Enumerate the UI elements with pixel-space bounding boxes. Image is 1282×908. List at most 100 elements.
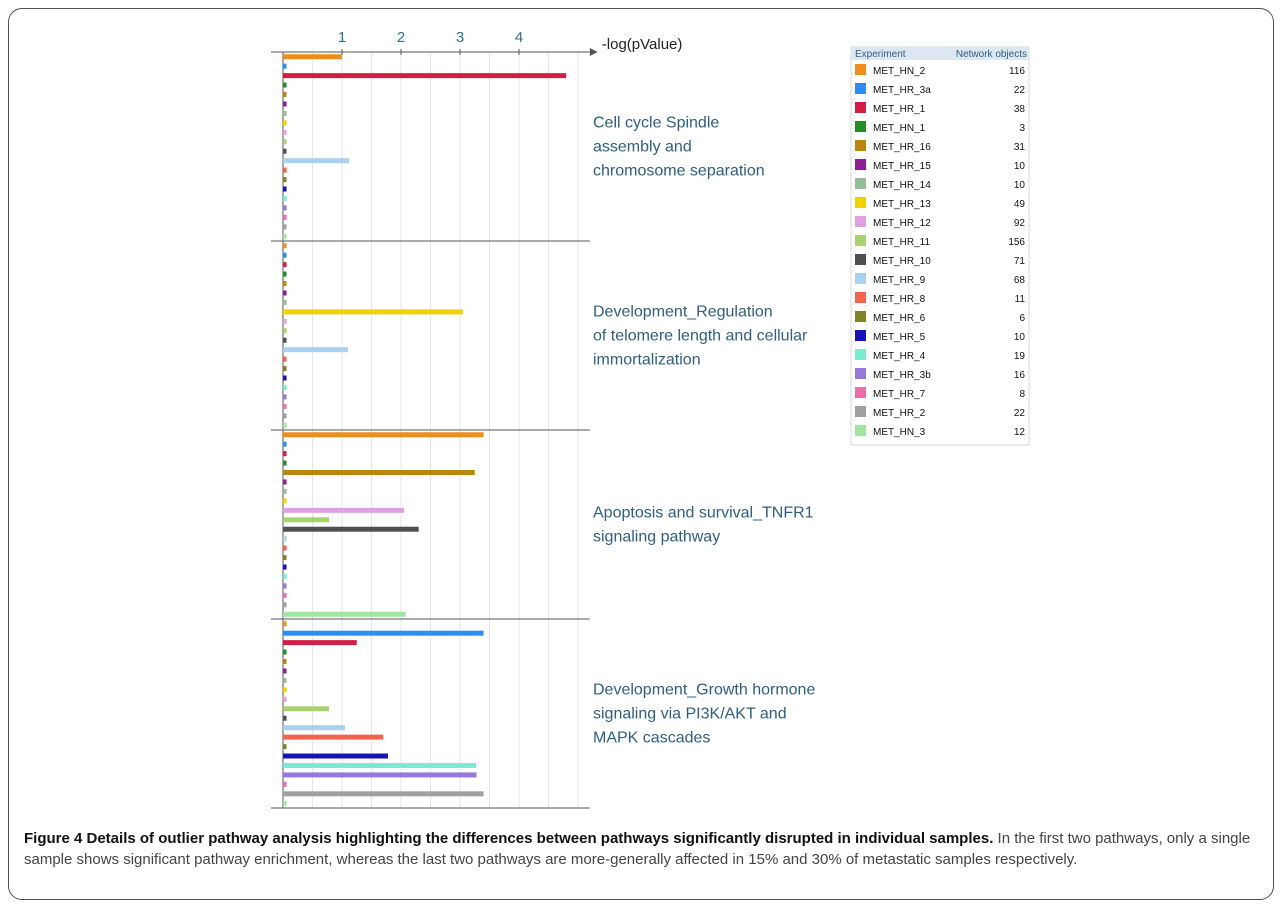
legend-name: MET_HR_13 <box>873 199 931 210</box>
pathway-label: Cell cycle Spindle assembly and chromosome… <box>593 115 765 180</box>
x-tick-label: 3 <box>456 29 464 46</box>
legend-name: MET_HR_3a <box>873 85 931 96</box>
bar <box>283 243 287 249</box>
pathway-label-line: of telomere length and cellular <box>593 328 808 345</box>
x-axis-label: -log(pValue) <box>602 36 683 53</box>
bar <box>283 630 484 636</box>
bar <box>283 92 287 98</box>
x-tick-label: 4 <box>515 29 523 46</box>
legend-header-bg <box>851 47 1029 60</box>
bar <box>283 573 287 579</box>
legend-name: MET_HR_3b <box>873 370 931 381</box>
bar <box>283 800 287 806</box>
bar <box>283 110 287 116</box>
bar <box>283 640 357 646</box>
legend-value: 38 <box>1014 104 1026 115</box>
pathway-label-line: Apoptosis and survival_TNFR1 <box>593 505 814 522</box>
legend-name: MET_HR_16 <box>873 142 931 153</box>
bar <box>283 536 287 542</box>
bar <box>283 564 287 570</box>
pathway-group: Apoptosis and survival_TNFR1 signaling pa… <box>271 429 814 617</box>
legend-name: MET_HN_2 <box>873 66 926 77</box>
figure-frame <box>8 8 1274 900</box>
legend-value: 22 <box>1014 408 1026 419</box>
bar <box>283 744 287 750</box>
legend-name: MET_HR_9 <box>873 275 926 286</box>
bar <box>283 384 287 390</box>
bar <box>283 545 287 551</box>
pathway-label-line: assembly and <box>593 139 692 156</box>
bar <box>283 158 350 164</box>
legend-value: 156 <box>1008 237 1025 248</box>
legend-header-experiment: Experiment <box>855 49 906 60</box>
legend-row: MET_HR_16 31 <box>855 140 1025 153</box>
x-tick-label: 1 <box>338 29 346 46</box>
legend-swatch <box>855 159 866 170</box>
bar <box>283 403 287 409</box>
bar <box>283 299 287 305</box>
legend-swatch <box>855 406 866 417</box>
bar <box>283 167 287 173</box>
bar <box>283 791 484 797</box>
bar <box>283 262 287 268</box>
legend-swatch <box>855 140 866 151</box>
legend-swatch <box>855 292 866 303</box>
bar <box>283 82 287 88</box>
bar <box>283 356 287 362</box>
legend-name: MET_HR_2 <box>873 408 926 419</box>
bar <box>283 668 287 674</box>
legend-value: 6 <box>1019 313 1025 324</box>
bar <box>283 309 463 315</box>
bar <box>283 507 404 513</box>
bar <box>283 139 287 145</box>
legend-value: 16 <box>1014 370 1026 381</box>
bar <box>283 498 287 504</box>
legend-header-network-objects: Network objects <box>956 49 1027 60</box>
bar <box>283 781 287 787</box>
bar <box>283 54 342 60</box>
legend-swatch <box>855 273 866 284</box>
legend-name: MET_HR_6 <box>873 313 926 324</box>
legend-value: 49 <box>1014 199 1026 210</box>
bar <box>283 394 287 400</box>
pathway-label-line: Cell cycle Spindle <box>593 115 719 132</box>
legend-value: 8 <box>1019 389 1025 400</box>
pathway-group: Development_Growth hormone signaling via … <box>271 618 815 806</box>
bar <box>283 271 287 277</box>
legend-swatch <box>855 216 866 227</box>
legend-row: MET_HR_15 10 <box>855 159 1025 172</box>
bar <box>283 772 477 778</box>
legend-name: MET_HR_7 <box>873 389 926 400</box>
legend-row: MET_HR_11 156 <box>855 235 1025 248</box>
legend-row: MET_HR_5 10 <box>855 330 1025 343</box>
pathway-label-line: signaling via PI3K/AKT and <box>593 706 787 723</box>
bar <box>283 177 287 183</box>
caption-body: In the first two pathways, only a single… <box>24 830 1251 868</box>
bar <box>283 470 475 476</box>
bar <box>283 120 287 126</box>
legend-row: MET_HR_12 92 <box>855 216 1025 229</box>
bar <box>283 63 287 69</box>
legend-name: MET_HN_3 <box>873 427 926 438</box>
legend-value: 92 <box>1014 218 1026 229</box>
bar <box>283 337 287 343</box>
x-axis-arrow-icon <box>589 48 598 56</box>
bar <box>283 706 330 712</box>
legend-swatch <box>855 235 866 246</box>
bar <box>283 366 287 372</box>
legend-swatch <box>855 368 866 379</box>
legend-row: MET_HR_8 11 <box>855 292 1025 305</box>
legend-swatch <box>855 102 866 113</box>
pathway-label-line: Development_Regulation <box>593 304 773 321</box>
bar <box>283 460 287 466</box>
legend-swatch <box>855 254 866 265</box>
bar <box>283 621 287 627</box>
legend-swatch <box>855 121 866 132</box>
legend-name: MET_HR_15 <box>873 161 931 172</box>
legend-name: MET_HR_5 <box>873 332 926 343</box>
figure-caption: Figure 4 Details of outlier pathway anal… <box>24 828 1264 870</box>
bar <box>283 762 476 768</box>
